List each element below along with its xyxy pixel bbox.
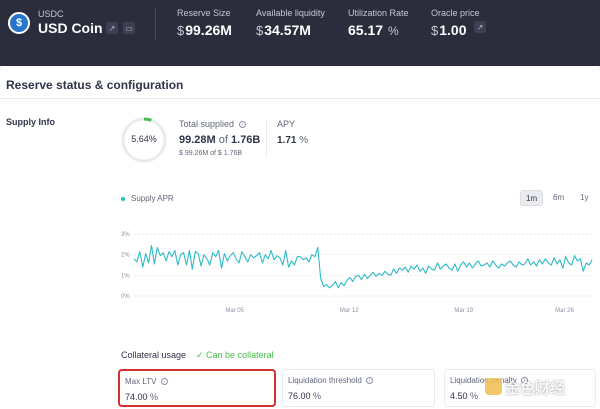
stat-oracle-price: Oracle price $1.00 [431,8,480,38]
info-icon[interactable]: i [520,377,528,385]
info-icon[interactable]: i [366,377,374,385]
section-title: Reserve status & configuration [6,78,184,92]
x-tick-label: Mar 26 [555,308,574,314]
wallet-icon[interactable]: ▭ [123,22,135,34]
apy-label: APY [277,119,296,129]
reserve-status-card: Reserve status & configuration Supply In… [0,66,600,409]
asset-name: USD Coin [38,20,103,36]
header-divider [155,8,156,40]
stat-utilization-rate: Utilization Rate 65.17 % [348,8,409,38]
y-tick-label: 1% [121,273,130,279]
can-be-collateral-status: ✓ Can be collateral [196,350,274,360]
stat-available-liquidity: Available liquidity $34.57M [256,8,325,38]
y-tick-label: 2% [121,253,130,259]
info-icon[interactable]: i [160,378,168,386]
total-supplied-usd: $ 99.26M of $ 1.76B [179,150,243,157]
range-tab-1y[interactable]: 1y [580,193,589,202]
range-tab-1m[interactable]: 1m [520,190,544,206]
max-ltv-box: Max LTV i 74.00 % [118,369,276,407]
supply-divider [266,120,267,158]
apy-value: 1.71 % [277,135,309,146]
legend-dot-icon [121,196,125,201]
usdc-logo-icon: $ [8,12,30,34]
reserve-header: $ USDC USD Coin ↗ ▭ Reserve Size $99.26M… [0,0,600,66]
oracle-link-icon[interactable]: ↗ [474,21,486,33]
y-tick-label: 3% [121,232,130,238]
collateral-usage-label: Collateral usage [121,350,187,360]
watermark-logo-icon [485,378,502,395]
external-link-icon[interactable]: ↗ [106,22,118,34]
y-tick-label: 0% [121,294,130,300]
info-icon[interactable]: i [238,121,246,129]
ring-percent: 5.64% [131,134,157,144]
supply-apr-chart: 3% 2% 1% 0% Mar 05 Mar 12 Mar 19 Mar 26 [121,232,593,314]
liquidation-penalty-box: Liquidation penalty i 4.50 % [444,369,596,407]
supply-apr-series-line [133,244,593,289]
x-tick-label: Mar 19 [454,308,473,314]
supply-cap-ring [121,117,167,163]
stat-reserve-size: Reserve Size $99.26M [177,8,232,38]
total-supplied-label: Total supplied i [179,119,246,129]
range-tab-6m[interactable]: 6m [553,193,565,202]
asset-symbol: USDC [38,9,64,19]
section-divider [0,98,600,99]
total-supplied-value: 99.28M of 1.76B [179,134,261,146]
chart-legend: Supply APR [121,194,174,203]
x-tick-label: Mar 12 [340,308,359,314]
supply-info-label: Supply Info [6,117,55,127]
watermark-text: 金色财经 [505,380,566,397]
liquidation-threshold-box: Liquidation threshold i 76.00 % [282,369,435,407]
x-tick-label: Mar 05 [225,308,244,314]
